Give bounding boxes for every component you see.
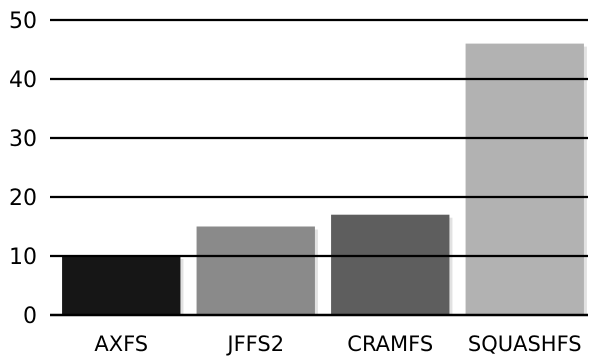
y-tick-label-30: 30 [9, 127, 37, 152]
x-axis-category-labels: AXFS JFFS2 CRAMFS SQUASHFS [94, 332, 581, 356]
x-tick-label-axfs: AXFS [94, 332, 148, 356]
x-tick-label-cramfs: CRAMFS [347, 332, 433, 356]
gridlines [50, 18, 588, 317]
x-tick-label-squashfs: SQUASHFS [468, 332, 582, 356]
bar-axfs [62, 256, 181, 315]
bars-layer [62, 43, 587, 315]
x-tick-label-jffs2: JFFS2 [225, 332, 284, 356]
bar-jffs2 [196, 226, 315, 315]
y-tick-label-20: 20 [9, 186, 37, 211]
y-tick-label-0: 0 [23, 304, 37, 329]
y-axis-tick-labels: 0 10 20 30 40 50 [9, 9, 37, 329]
bar-squashfs [465, 43, 584, 315]
y-tick-label-50: 50 [9, 9, 37, 34]
y-tick-label-40: 40 [9, 68, 37, 93]
bar-cramfs [331, 214, 450, 315]
y-tick-label-10: 10 [9, 245, 37, 270]
